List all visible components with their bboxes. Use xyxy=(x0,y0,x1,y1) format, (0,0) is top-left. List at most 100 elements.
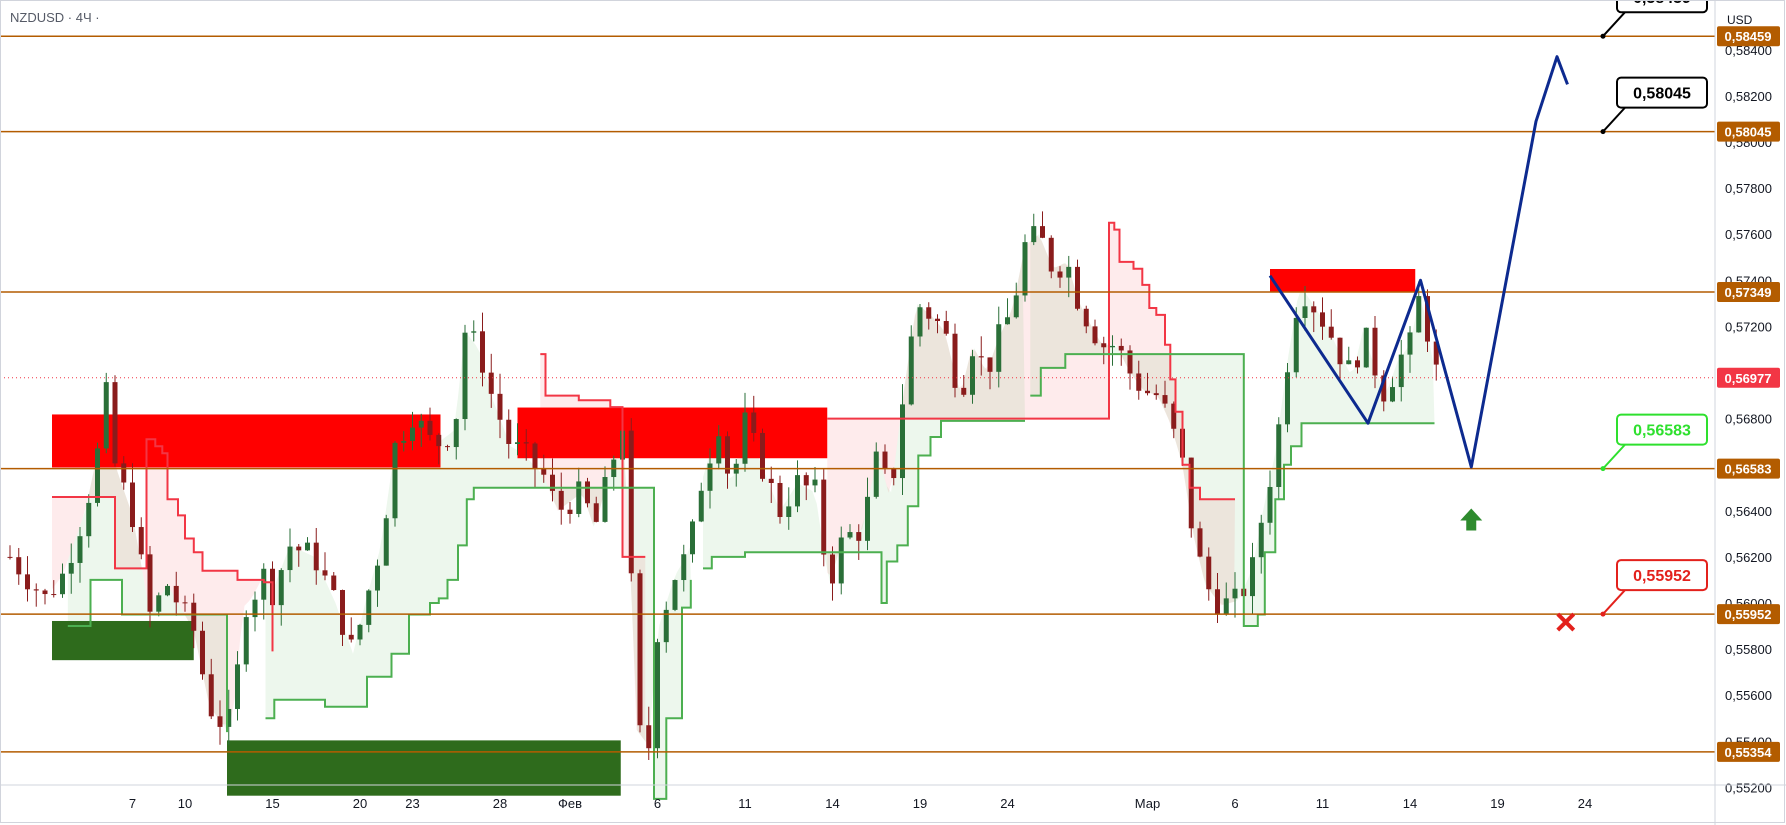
price-tag-label: 0,56583 xyxy=(1725,462,1772,477)
candle-body xyxy=(1153,393,1159,396)
candle-body xyxy=(366,590,372,625)
candle-body xyxy=(453,419,459,448)
candle-body xyxy=(882,451,888,469)
resistance-step-line xyxy=(827,221,1235,501)
candle-body xyxy=(418,420,424,428)
candle-body xyxy=(1075,266,1080,309)
candle-body xyxy=(33,589,39,591)
supply-zone xyxy=(1270,269,1416,293)
candle-body xyxy=(1390,387,1395,402)
candle-body xyxy=(25,574,30,590)
trend-fills xyxy=(52,222,1435,799)
x-tick-label: 15 xyxy=(265,796,279,811)
candle-body xyxy=(217,716,223,727)
callout-box xyxy=(1616,0,1708,14)
callout-pointer xyxy=(1602,106,1626,133)
x-tick-label: 20 xyxy=(353,796,367,811)
candle-body xyxy=(1171,403,1177,429)
pattern-projection xyxy=(1268,55,1576,632)
price-tag-label: 0,58459 xyxy=(1725,29,1772,44)
y-tick-label: 0,55200 xyxy=(1725,780,1772,795)
candle-body xyxy=(182,602,188,604)
demand-zone xyxy=(227,740,621,796)
candle-body xyxy=(646,725,652,749)
candle-body xyxy=(970,356,975,395)
candle-body xyxy=(1232,588,1238,599)
candle-body xyxy=(952,333,958,388)
callout-anchor xyxy=(1600,466,1606,472)
candle-body xyxy=(1188,457,1194,529)
x-tick-label: 23 xyxy=(405,796,419,811)
candle-body xyxy=(1407,332,1413,355)
candle-body xyxy=(103,382,109,449)
candle-body xyxy=(1258,522,1264,558)
callout: 0,56583 xyxy=(1600,413,1708,472)
candle-body xyxy=(287,546,293,571)
candle-body xyxy=(1337,337,1343,365)
candle-body xyxy=(716,436,722,464)
x-tick-label: 7 xyxy=(129,796,136,811)
candle-body xyxy=(873,451,879,497)
callout-anchor xyxy=(1600,33,1606,39)
candle-body xyxy=(558,490,564,510)
candle-body xyxy=(296,546,302,551)
candle-body xyxy=(147,554,153,612)
candle-body xyxy=(51,594,57,596)
candle-body xyxy=(1022,242,1028,296)
candle-body xyxy=(410,427,415,441)
candle-body xyxy=(523,442,529,444)
candle-body xyxy=(1101,343,1107,348)
candle-body xyxy=(698,490,704,522)
time-axis[interactable]: 7 10 15 20 23 28 Фев 6 11 14 19 24 Мар 6 11 14 19 24 xyxy=(0,784,1786,811)
candle-body xyxy=(1092,326,1098,344)
x-tick-label: 6 xyxy=(654,796,661,811)
candle-body xyxy=(856,532,862,541)
x-tick-label: 19 xyxy=(1490,796,1504,811)
candle-body xyxy=(550,474,555,491)
supply-zone xyxy=(52,414,441,468)
candle-body xyxy=(506,419,512,444)
candle-body xyxy=(681,554,687,581)
price-tag-label: 0,58045 xyxy=(1725,125,1772,140)
candle-body xyxy=(628,430,634,574)
candle-body xyxy=(602,477,608,522)
candle-body xyxy=(1425,296,1430,342)
candle-body xyxy=(1285,372,1290,425)
candle-body xyxy=(1206,556,1212,590)
candle-body xyxy=(978,356,984,358)
candle-body xyxy=(173,585,179,603)
y-tick-label: 0,55800 xyxy=(1725,642,1772,657)
candle-body xyxy=(891,468,897,479)
candle-body xyxy=(1250,557,1255,597)
candle-body xyxy=(742,412,748,464)
price-tag xyxy=(1717,741,1780,762)
callout-label: 0,55952 xyxy=(1633,568,1691,585)
candle-body xyxy=(1031,226,1037,243)
candle-body xyxy=(1398,354,1404,388)
resistance-step-line xyxy=(52,438,274,652)
candle-body xyxy=(322,570,328,576)
x-tick-label: 24 xyxy=(1000,796,1014,811)
candle-body xyxy=(1416,296,1422,333)
candle-body xyxy=(1145,390,1150,394)
candle-body xyxy=(1048,237,1054,272)
callout-anchor xyxy=(1600,129,1606,135)
y-tick-label: 0,56200 xyxy=(1725,550,1772,565)
candle-body xyxy=(900,404,905,479)
x-tick-label: Мар xyxy=(1135,796,1160,811)
callout: 0,58045 xyxy=(1600,76,1708,135)
resistance-fill xyxy=(52,407,273,725)
candle-body xyxy=(392,442,398,519)
price-tag xyxy=(1717,121,1780,142)
candle-body xyxy=(165,585,170,596)
candle-body xyxy=(471,331,477,333)
y-tick-label: 0,58200 xyxy=(1725,89,1772,104)
x-tick-label: 10 xyxy=(178,796,192,811)
candle-body xyxy=(803,475,809,486)
demand-zone xyxy=(52,620,194,661)
candle-body xyxy=(943,321,949,334)
pattern-projection-line xyxy=(1268,55,1569,469)
